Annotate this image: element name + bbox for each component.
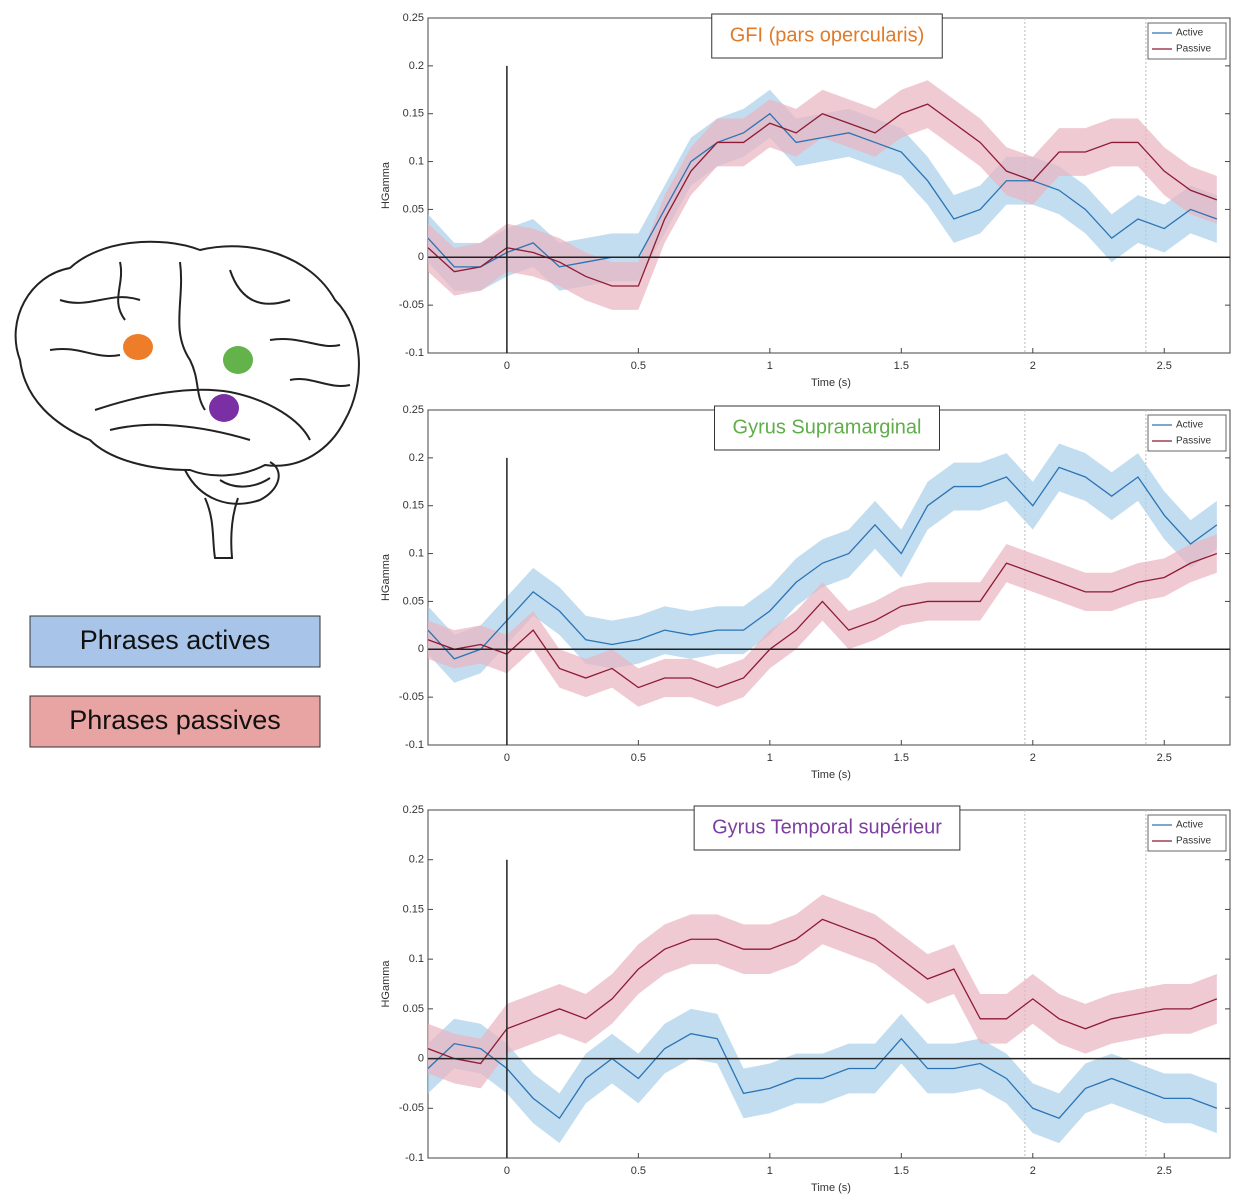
y-tick-label: 0.05 [403, 595, 424, 607]
x-tick-label: 2.5 [1157, 360, 1172, 372]
x-tick-label: 0 [504, 360, 510, 372]
x-tick-label: 2 [1030, 752, 1036, 764]
y-tick-label: 0.2 [409, 854, 424, 866]
legend [1147, 814, 1227, 852]
error-band [428, 894, 1217, 1089]
plot-area [427, 17, 1231, 354]
region-dot [209, 394, 239, 422]
x-axis-label: Time (s) [811, 377, 851, 389]
y-tick-label: 0.15 [403, 108, 424, 120]
y-tick-label: 0.2 [409, 60, 424, 72]
legend-label: Active [1176, 820, 1204, 831]
y-tick-label: 0.15 [403, 500, 424, 512]
legend [1147, 22, 1227, 60]
region-dot [223, 346, 253, 374]
error-band [428, 89, 1217, 291]
x-tick-label: 1 [767, 752, 773, 764]
y-tick-label: 0 [418, 1052, 424, 1064]
y-tick-label: 0.2 [409, 452, 424, 464]
y-tick-label: 0.15 [403, 903, 424, 915]
y-tick-label: -0.1 [405, 1152, 424, 1164]
x-tick-label: 1.5 [894, 1165, 909, 1177]
y-tick-label: 0.25 [403, 404, 424, 416]
region-dot [123, 334, 153, 360]
series-line [427, 103, 1218, 287]
legend-label: Passive [1176, 44, 1211, 55]
y-axis-label: HGamma [380, 960, 392, 1008]
y-tick-label: 0.1 [409, 953, 424, 965]
error-band [428, 1008, 1217, 1144]
legend-label: Active [1176, 28, 1204, 39]
y-tick-label: 0 [418, 643, 424, 655]
chart: -0.1 -0.05 0 0.05 0.1 0.15 0.2 0.25 0 0.5 1 1.5 2 2.5… [380, 404, 1231, 781]
legend-label: Phrases passives [69, 705, 281, 735]
x-axis-label: Time (s) [811, 769, 851, 781]
y-tick-label: -0.1 [405, 347, 424, 359]
legend-box-active [29, 615, 321, 668]
y-tick-label: 0.1 [409, 155, 424, 167]
y-tick-label: 0.1 [409, 547, 424, 559]
chart: -0.1 -0.05 0 0.05 0.1 0.15 0.2 0.25 0 0.5 1 1.5 2 2.5… [380, 804, 1231, 1194]
y-tick-label: -0.05 [399, 691, 424, 703]
legend-label: Active [1176, 420, 1204, 431]
title-box [693, 805, 961, 851]
legend-box-passive [29, 695, 321, 748]
x-tick-label: 1.5 [894, 752, 909, 764]
title-box [711, 13, 943, 59]
legend-label: Passive [1176, 436, 1211, 447]
y-axis-label: HGamma [380, 161, 392, 209]
series-line [427, 552, 1218, 689]
series-line [427, 1033, 1218, 1120]
chart-title: Gyrus Temporal supérieur [712, 816, 942, 838]
error-band [428, 80, 1217, 310]
series-line [427, 918, 1218, 1065]
legend [1147, 414, 1227, 452]
error-band [428, 534, 1217, 707]
x-tick-label: 1 [767, 1165, 773, 1177]
legend-label: Phrases actives [80, 625, 271, 655]
chart: -0.1 -0.05 0 0.05 0.1 0.15 0.2 0.25 0 0.5 1 1.5 2 2.5… [380, 12, 1231, 389]
chart-title: Gyrus Supramarginal [733, 416, 922, 438]
legend-label: Passive [1176, 836, 1211, 847]
chart-title: GFI (pars opercularis) [730, 24, 925, 46]
x-tick-label: 0 [504, 1165, 510, 1177]
x-tick-label: 2.5 [1157, 1165, 1172, 1177]
title-box [714, 405, 940, 451]
y-tick-label: -0.1 [405, 739, 424, 751]
y-tick-label: 0.05 [403, 203, 424, 215]
brain-illustration [14, 240, 360, 559]
y-tick-label: -0.05 [399, 1102, 424, 1114]
x-axis-label: Time (s) [811, 1182, 851, 1194]
x-tick-label: 2 [1030, 1165, 1036, 1177]
y-tick-label: 0.25 [403, 12, 424, 24]
x-tick-label: 1 [767, 360, 773, 372]
x-tick-label: 0.5 [631, 752, 646, 764]
x-tick-label: 2 [1030, 360, 1036, 372]
series-line [427, 112, 1218, 268]
x-tick-label: 2.5 [1157, 752, 1172, 764]
x-tick-label: 1.5 [894, 360, 909, 372]
x-tick-label: 0 [504, 752, 510, 764]
y-axis-label: HGamma [380, 553, 392, 601]
series-line [427, 466, 1218, 660]
x-tick-label: 0.5 [631, 1165, 646, 1177]
y-tick-label: -0.05 [399, 299, 424, 311]
x-tick-label: 0.5 [631, 360, 646, 372]
y-tick-label: 0.05 [403, 1003, 424, 1015]
y-tick-label: 0 [418, 251, 424, 263]
y-tick-label: 0.25 [403, 804, 424, 816]
